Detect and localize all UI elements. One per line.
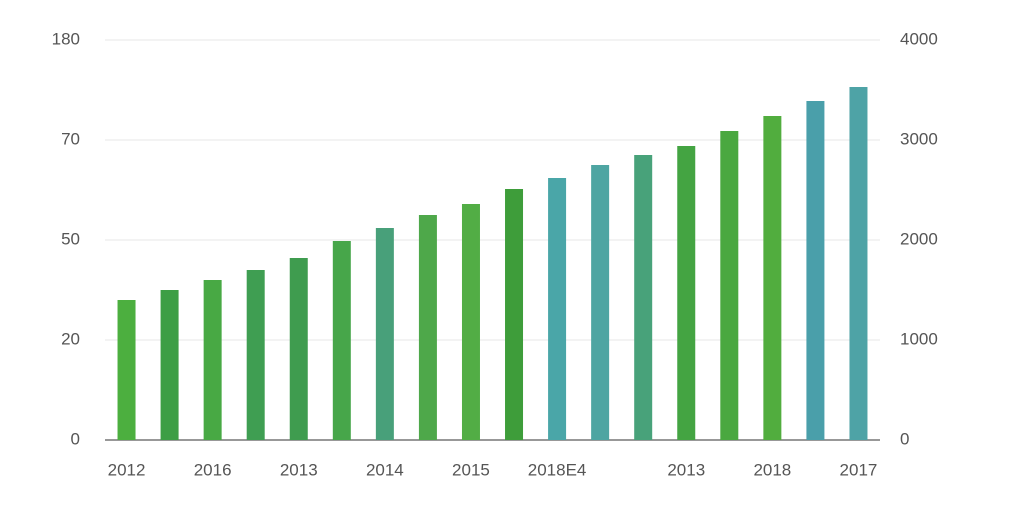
left-axis-label: 50 bbox=[61, 229, 80, 248]
y-tick-label: 4000 bbox=[900, 29, 938, 48]
y-tick-label: 0 bbox=[900, 429, 909, 448]
bar bbox=[849, 87, 868, 440]
bar bbox=[634, 155, 653, 440]
left-axis-label: 180 bbox=[52, 29, 80, 48]
x-tick-label: 2017 bbox=[840, 460, 878, 479]
bar bbox=[763, 116, 782, 440]
left-axis-label: 70 bbox=[61, 129, 80, 148]
x-tick-label: 2012 bbox=[108, 460, 146, 479]
bar bbox=[677, 146, 696, 440]
bar bbox=[806, 101, 825, 440]
bar bbox=[720, 131, 739, 440]
bar bbox=[548, 178, 567, 440]
x-tick-label: 2014 bbox=[366, 460, 404, 479]
left-axis-label: 20 bbox=[61, 329, 80, 348]
bar bbox=[289, 258, 308, 440]
y-tick-label: 3000 bbox=[900, 129, 938, 148]
x-tick-label: 2018E4 bbox=[528, 460, 587, 479]
y-tick-label: 1000 bbox=[900, 329, 938, 348]
bar bbox=[418, 215, 437, 440]
x-tick-label: 2016 bbox=[194, 460, 232, 479]
left-axis-label: 0 bbox=[71, 429, 80, 448]
y-tick-label: 2000 bbox=[900, 229, 938, 248]
x-tick-label: 2013 bbox=[667, 460, 705, 479]
bar bbox=[591, 165, 610, 440]
bar bbox=[117, 300, 136, 440]
bar bbox=[461, 204, 480, 440]
bar bbox=[246, 270, 265, 440]
bar bbox=[160, 290, 179, 440]
x-tick-label: 2013 bbox=[280, 460, 318, 479]
x-tick-label: 2018 bbox=[753, 460, 791, 479]
bar bbox=[332, 241, 351, 440]
bar bbox=[375, 228, 394, 440]
x-tick-label: 2015 bbox=[452, 460, 490, 479]
bar bbox=[203, 280, 222, 440]
bar bbox=[505, 189, 524, 440]
